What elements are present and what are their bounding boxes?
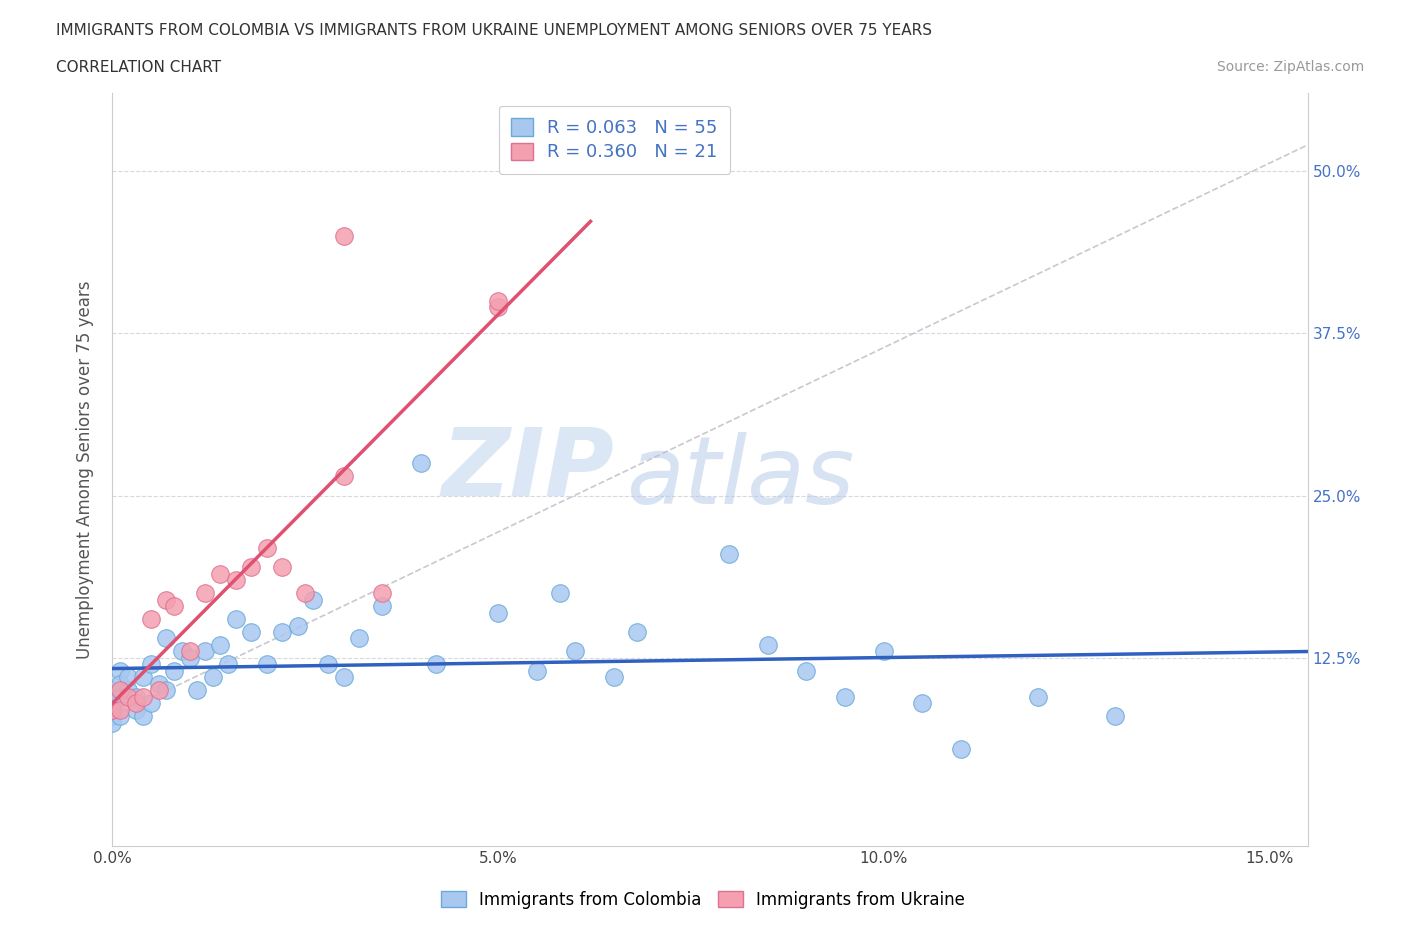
Point: [170, 644, 193, 659]
Point: [139, 696, 162, 711]
Point: [124, 689, 146, 704]
Point: [548, 586, 571, 601]
Point: [155, 592, 177, 607]
Point: [209, 566, 232, 581]
Point: [108, 683, 131, 698]
Point: [194, 586, 217, 601]
Point: [108, 676, 131, 691]
Point: [333, 229, 356, 244]
Point: [256, 657, 278, 671]
Point: [117, 683, 139, 698]
Point: [155, 631, 177, 646]
Point: [240, 625, 263, 640]
Text: IMMIGRANTS FROM COLOMBIA VS IMMIGRANTS FROM UKRAINE UNEMPLOYMENT AMONG SENIORS O: IMMIGRANTS FROM COLOMBIA VS IMMIGRANTS F…: [56, 23, 932, 38]
Point: [287, 618, 309, 633]
Point: [155, 683, 177, 698]
Point: [101, 709, 124, 724]
Point: [225, 573, 247, 588]
Point: [1026, 689, 1049, 704]
Point: [108, 709, 131, 724]
Point: [148, 676, 170, 691]
Point: [101, 702, 124, 717]
Point: [834, 689, 856, 704]
Point: [124, 696, 146, 711]
Point: [602, 670, 624, 684]
Legend: Immigrants from Colombia, Immigrants from Ukraine: Immigrants from Colombia, Immigrants fro…: [433, 883, 973, 917]
Point: [872, 644, 894, 659]
Point: [302, 592, 325, 607]
Point: [256, 540, 278, 555]
Point: [347, 631, 370, 646]
Point: [101, 715, 124, 730]
Point: [117, 670, 139, 684]
Point: [101, 702, 124, 717]
Text: CORRELATION CHART: CORRELATION CHART: [56, 60, 221, 75]
Point: [271, 560, 294, 575]
Text: ZIP: ZIP: [441, 424, 614, 515]
Point: [108, 663, 131, 678]
Point: [132, 709, 155, 724]
Point: [225, 612, 247, 627]
Point: [132, 689, 155, 704]
Point: [333, 469, 356, 484]
Point: [163, 663, 186, 678]
Point: [1104, 709, 1126, 724]
Point: [240, 560, 263, 575]
Point: [139, 612, 162, 627]
Legend: R = 0.063   N = 55, R = 0.360   N = 21: R = 0.063 N = 55, R = 0.360 N = 21: [499, 106, 730, 174]
Point: [101, 696, 124, 711]
Point: [163, 599, 186, 614]
Point: [108, 702, 131, 717]
Point: [108, 689, 131, 704]
Point: [201, 670, 224, 684]
Point: [564, 644, 586, 659]
Point: [139, 657, 162, 671]
Point: [333, 670, 356, 684]
Point: [271, 625, 294, 640]
Text: Source: ZipAtlas.com: Source: ZipAtlas.com: [1216, 60, 1364, 74]
Point: [425, 657, 447, 671]
Point: [318, 657, 340, 671]
Point: [101, 683, 124, 698]
Point: [409, 456, 432, 471]
Point: [626, 625, 648, 640]
Point: [796, 663, 818, 678]
Point: [209, 638, 232, 653]
Text: atlas: atlas: [627, 432, 855, 523]
Point: [124, 702, 146, 717]
Point: [911, 696, 934, 711]
Point: [526, 663, 548, 678]
Point: [132, 670, 155, 684]
Point: [194, 644, 217, 659]
Point: [117, 689, 139, 704]
Y-axis label: Unemployment Among Seniors over 75 years: Unemployment Among Seniors over 75 years: [76, 281, 94, 658]
Point: [371, 586, 394, 601]
Point: [217, 657, 239, 671]
Point: [294, 586, 316, 601]
Point: [486, 293, 509, 308]
Point: [186, 683, 208, 698]
Point: [148, 683, 170, 698]
Point: [179, 644, 201, 659]
Point: [179, 651, 201, 666]
Point: [486, 605, 509, 620]
Point: [371, 599, 394, 614]
Point: [486, 299, 509, 314]
Point: [718, 547, 741, 562]
Point: [949, 741, 972, 756]
Point: [756, 638, 779, 653]
